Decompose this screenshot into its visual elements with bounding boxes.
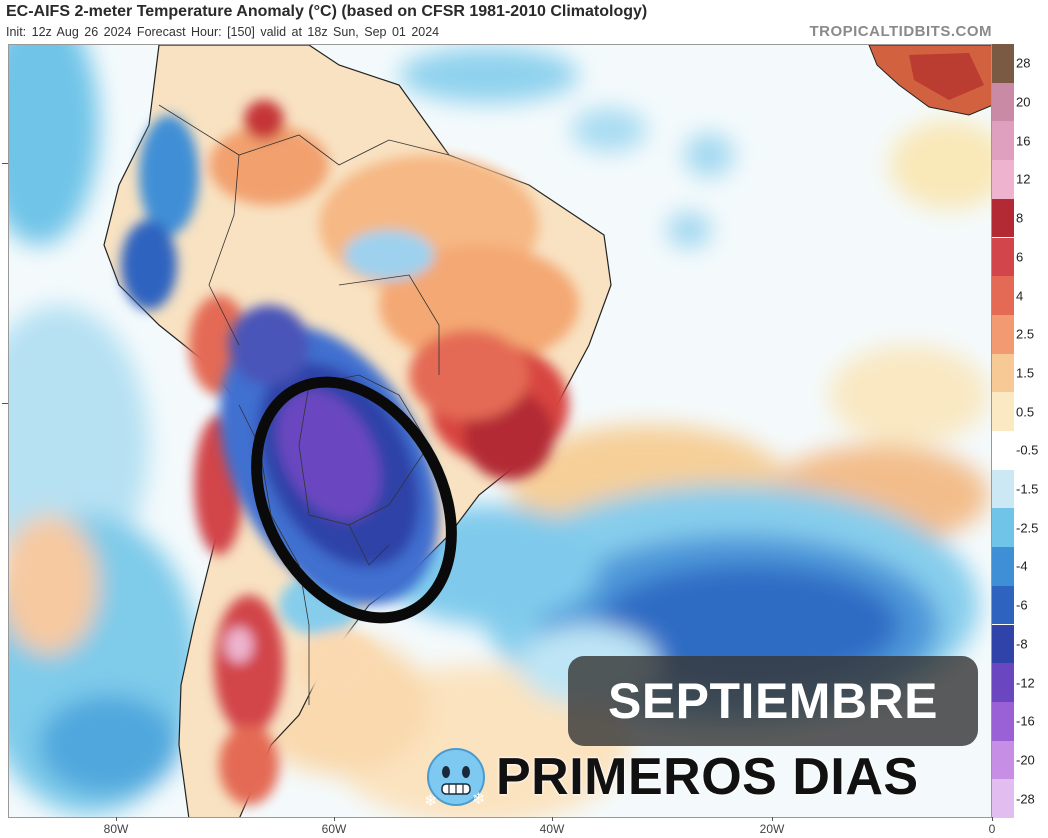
colorbar-label: -20	[1016, 752, 1035, 768]
longitude-tick-mark	[552, 817, 553, 821]
longitude-tick-mark	[992, 817, 993, 821]
colorbar-step: 20	[992, 82, 1048, 122]
svg-text:❄: ❄	[472, 789, 485, 808]
colorbar-label: 6	[1016, 249, 1024, 265]
colorbar-step: -0.5	[992, 431, 1048, 470]
colorbar-step: -6	[992, 585, 1048, 625]
longitude-tick-mark	[116, 817, 117, 821]
colorbar-step: -12	[992, 663, 1048, 702]
colorbar-swatch	[992, 392, 1014, 431]
svg-text:❄: ❄	[424, 791, 437, 810]
colorbar-step: 8	[992, 198, 1048, 238]
colorbar-label: -4	[1016, 558, 1028, 574]
longitude-tick-label: 60W	[321, 822, 347, 836]
colorbar-step: 12	[992, 160, 1048, 199]
colorbar-swatch	[992, 663, 1014, 702]
colorbar-label: -16	[1016, 713, 1035, 729]
banner-month-text: SEPTIEMBRE	[607, 673, 939, 729]
longitude-tick-label: 80W	[103, 822, 129, 836]
cold-face-emoji: ❄ ❄	[422, 744, 492, 810]
colorbar-label: -8	[1016, 636, 1028, 652]
longitude-axis: 80W 60W 40W 20W 0	[8, 817, 1048, 838]
colorbar-swatch	[992, 160, 1014, 199]
latitude-tick	[2, 163, 8, 164]
colorbar-label: 12	[1016, 171, 1031, 187]
colorbar-label: 16	[1016, 133, 1031, 149]
colorbar-label: 1.5	[1016, 365, 1035, 381]
longitude-tick-mark	[334, 817, 335, 821]
colorbar: 28 20 16 12 8 6 4 2.5 1.5 0.5 -0.5 -1.5 -2.5 -4 -6 -8 -1…	[992, 44, 1048, 818]
colorbar-swatch	[992, 431, 1014, 470]
colorbar-step: -20	[992, 740, 1048, 780]
colorbar-label: -12	[1016, 675, 1035, 691]
colorbar-label: 0.5	[1016, 404, 1035, 420]
colorbar-swatch	[992, 237, 1014, 277]
colorbar-swatch	[992, 121, 1014, 161]
colorbar-step: -16	[992, 701, 1048, 741]
colorbar-label: 8	[1016, 210, 1024, 226]
longitude-tick-label: 40W	[539, 822, 565, 836]
colorbar-swatch	[992, 198, 1014, 238]
longitude-tick-label: 20W	[759, 822, 785, 836]
colorbar-label: 28	[1016, 55, 1031, 71]
africa-hotspot	[909, 53, 984, 100]
colorbar-step: -8	[992, 624, 1048, 664]
colorbar-step: 6	[992, 237, 1048, 277]
colorbar-swatch	[992, 44, 1014, 83]
colorbar-swatch	[992, 779, 1014, 818]
brand-watermark: TROPICALTIDBITS.COM	[809, 23, 992, 40]
annotation-ellipse	[251, 376, 457, 624]
colorbar-step: 28	[992, 44, 1048, 83]
colorbar-label: -1.5	[1016, 481, 1039, 497]
land-anomaly-field	[121, 100, 579, 805]
colorbar-swatch	[992, 353, 1014, 393]
colorbar-step: 2.5	[992, 314, 1048, 354]
colorbar-swatch	[992, 82, 1014, 122]
map-subtitle: Init: 12z Aug 26 2024 Forecast Hour: [15…	[6, 25, 440, 39]
longitude-tick-mark	[772, 817, 773, 821]
colorbar-swatch	[992, 585, 1014, 625]
colorbar-swatch	[992, 701, 1014, 741]
colorbar-step: 1.5	[992, 353, 1048, 393]
colorbar-step: -4	[992, 547, 1048, 586]
latitude-tick	[2, 403, 8, 404]
colorbar-label: 4	[1016, 288, 1024, 304]
colorbar-step: -28	[992, 779, 1048, 818]
colorbar-swatch	[992, 740, 1014, 780]
colorbar-step: 4	[992, 276, 1048, 315]
colorbar-step: -2.5	[992, 508, 1048, 548]
colorbar-swatch	[992, 314, 1014, 354]
colorbar-label: -0.5	[1016, 442, 1039, 458]
colorbar-label: -2.5	[1016, 520, 1039, 536]
colorbar-swatch	[992, 547, 1014, 586]
colorbar-step: 0.5	[992, 392, 1048, 431]
colorbar-step: -1.5	[992, 469, 1048, 509]
colorbar-step: 16	[992, 121, 1048, 161]
longitude-tick-label: 0	[988, 822, 996, 836]
colorbar-swatch	[992, 508, 1014, 548]
colorbar-swatch	[992, 469, 1014, 509]
colorbar-label: 20	[1016, 94, 1031, 110]
banner-month: SEPTIEMBRE	[568, 656, 978, 746]
colorbar-swatch	[992, 276, 1014, 315]
colorbar-label: -28	[1016, 791, 1035, 807]
colorbar-label: 2.5	[1016, 326, 1035, 342]
colorbar-label: -6	[1016, 597, 1028, 613]
banner-subtitle: ❄ ❄ PRIMEROS DIAS	[422, 744, 968, 810]
map-title: EC-AIFS 2-meter Temperature Anomaly (°C)…	[6, 3, 648, 20]
banner-subtitle-text: PRIMEROS DIAS	[496, 748, 919, 806]
colorbar-swatch	[992, 624, 1014, 664]
